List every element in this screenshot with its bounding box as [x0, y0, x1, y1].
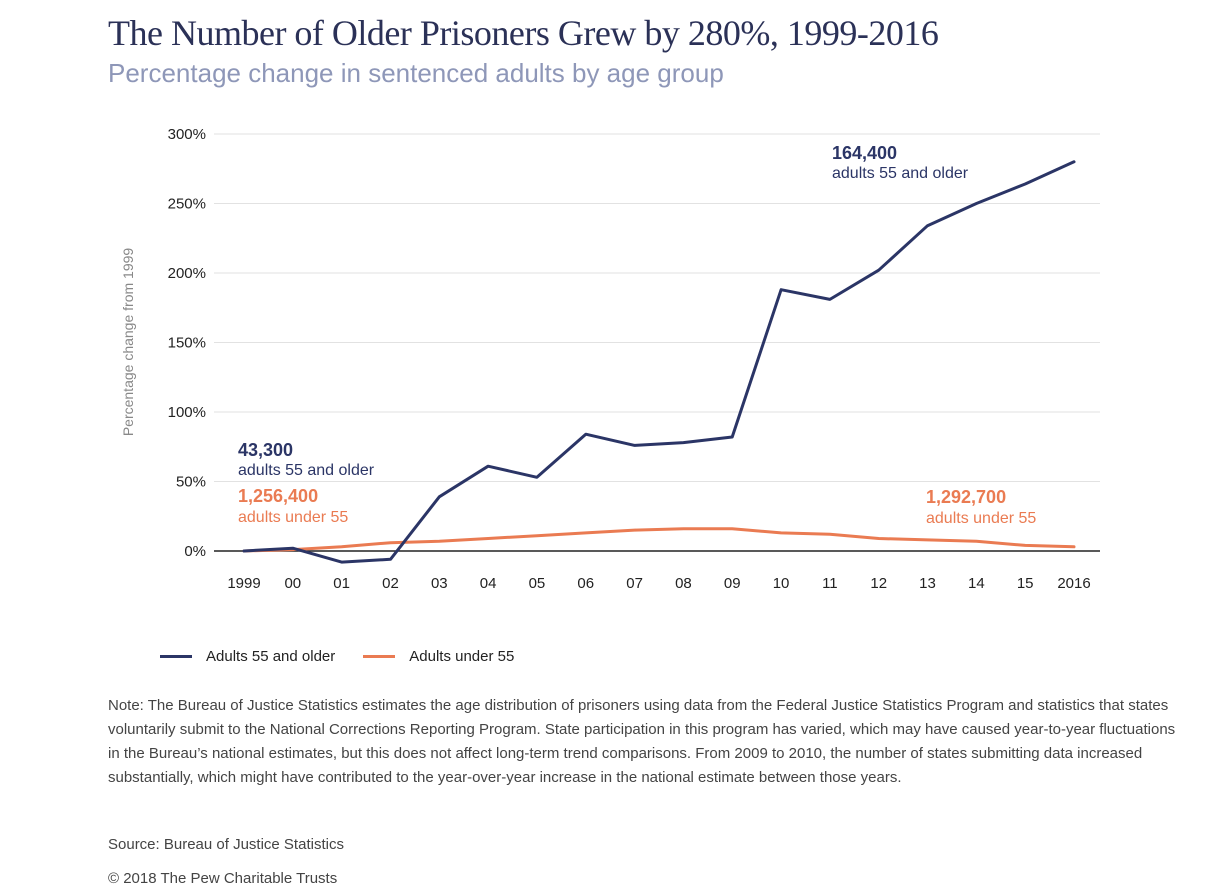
annotation-label: adults 55 and older [238, 462, 375, 479]
x-tick-label: 07 [626, 575, 643, 592]
x-tick-label: 12 [870, 575, 887, 592]
y-tick-label: 50% [176, 474, 206, 491]
x-tick-label: 2016 [1057, 575, 1090, 592]
x-tick-label: 13 [919, 575, 936, 592]
series-lines [242, 160, 1076, 564]
chart-subtitle: Percentage change in sentenced adults by… [108, 58, 724, 88]
copyright-line: © 2018 The Pew Charitable Trusts [108, 870, 338, 887]
y-tick-label: 200% [168, 265, 206, 282]
series-line-younger [242, 527, 1076, 553]
x-tick-label: 06 [577, 575, 594, 592]
x-tick-label: 08 [675, 575, 692, 592]
legend-label-younger: Adults under 55 [409, 648, 515, 665]
axes: 0% 50% 100% 150% 200% 250% 300% 1999 00 01 02 03 04 0… [120, 126, 1100, 592]
source-line: Source: Bureau of Justice Statistics [108, 836, 344, 853]
x-tick-label: 00 [284, 575, 301, 592]
footnote: Note: The Bureau of Justice Statistics e… [108, 697, 1176, 786]
x-tick-label: 11 [822, 575, 838, 592]
y-tick-label: 0% [184, 543, 206, 560]
series-line-older [242, 160, 1076, 564]
annotation-value: 43,300 [238, 440, 293, 460]
line-chart: 0% 50% 100% 150% 200% 250% 300% 1999 00 01 02 03 04 0… [120, 126, 1100, 592]
x-tick-label: 02 [382, 575, 399, 592]
legend-swatch-older [160, 655, 192, 658]
grid-lines [214, 133, 1100, 482]
annotations: 43,300 adults 55 and older 1,256,400 adults… [238, 143, 1036, 527]
legend-swatch-younger [363, 655, 396, 658]
legend-item-younger: Adults under 55 [363, 648, 514, 665]
y-tick-label: 100% [168, 404, 206, 421]
legend-label-older: Adults 55 and older [206, 648, 336, 665]
x-tick-label: 01 [333, 575, 350, 592]
annotation-value: 1,256,400 [238, 486, 318, 506]
x-tick-label: 15 [1017, 575, 1034, 592]
x-tick-label: 1999 [227, 575, 260, 592]
y-tick-label: 150% [168, 335, 206, 352]
y-tick-label: 300% [168, 126, 206, 143]
chart-title: The Number of Older Prisoners Grew by 28… [108, 13, 939, 53]
x-tick-label: 05 [529, 575, 546, 592]
annotation-label: adults under 55 [238, 509, 348, 526]
annotation-label: adults under 55 [926, 510, 1036, 527]
x-tick-label: 04 [480, 575, 497, 592]
x-tick-label: 10 [773, 575, 790, 592]
annotation-label: adults 55 and older [832, 165, 969, 182]
annotation-value: 164,400 [832, 143, 897, 163]
y-tick-label: 250% [168, 196, 206, 213]
annotation-value: 1,292,700 [926, 487, 1006, 507]
legend-item-older: Adults 55 and older [160, 648, 335, 665]
x-tick-label: 09 [724, 575, 741, 592]
y-axis-title: Percentage change from 1999 [120, 248, 136, 437]
legend: Adults 55 and older Adults under 55 [160, 648, 514, 665]
x-tick-label: 03 [431, 575, 448, 592]
x-tick-label: 14 [968, 575, 985, 592]
